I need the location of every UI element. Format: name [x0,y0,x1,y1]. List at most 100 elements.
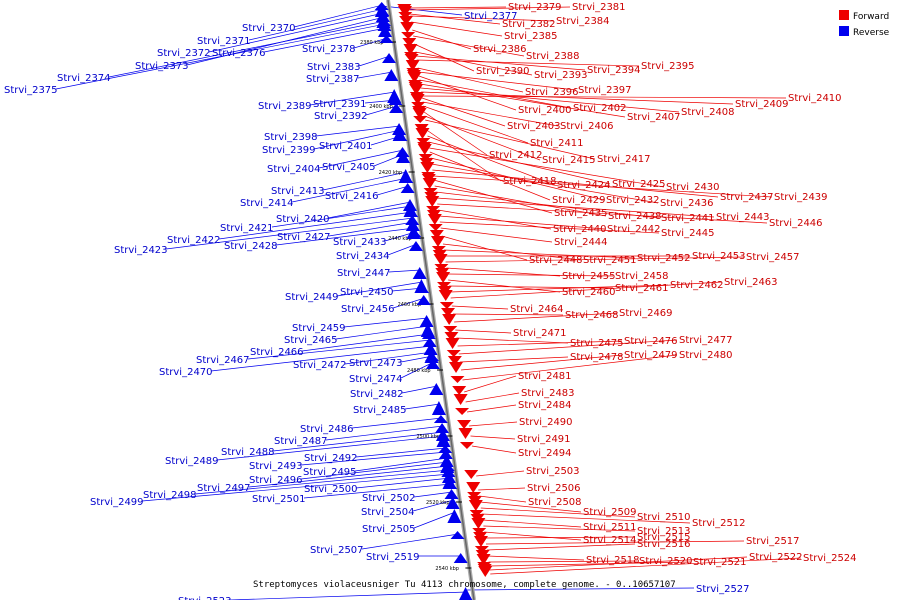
reverse-gene-label[interactable]: Strvi_2433 [333,237,387,248]
forward-gene-label[interactable]: Strvi_2469 [619,308,673,319]
reverse-gene-label[interactable]: Strvi_2404 [267,164,321,175]
reverse-gene-label[interactable]: Strvi_2401 [319,141,373,152]
forward-gene-label[interactable]: Strvi_2480 [679,350,733,361]
forward-gene-label[interactable]: Strvi_2409 [735,99,789,110]
forward-gene-label[interactable]: Strvi_2429 [552,195,606,206]
reverse-gene-label[interactable]: Strvi_2447 [337,268,391,279]
reverse-gene-label[interactable]: Strvi_2465 [284,335,338,346]
reverse-gene-label[interactable]: Strvi_2474 [349,374,403,385]
reverse-gene-label[interactable]: Strvi_2499 [90,497,144,508]
reverse-gene-label[interactable]: Strvi_2502 [362,493,416,504]
reverse-gene-label[interactable]: Strvi_2500 [304,484,358,495]
forward-gene-label[interactable]: Strvi_2390 [476,66,530,77]
forward-gene-label[interactable]: Strvi_2397 [578,85,632,96]
forward-gene-label[interactable]: Strvi_2441 [661,213,715,224]
forward-gene-label[interactable]: Strvi_2514 [583,535,637,546]
reverse-gene-label[interactable]: Strvi_2497 [197,483,251,494]
forward-gene-label[interactable]: Strvi_2406 [560,121,614,132]
forward-gene-label[interactable]: Strvi_2443 [716,212,770,223]
reverse-gene-label[interactable]: Strvi_2414 [240,198,294,209]
reverse-gene-label[interactable]: Strvi_2456 [341,304,395,315]
forward-gene-label[interactable]: Strvi_2407 [627,112,681,123]
reverse-gene-label[interactable]: Strvi_2527 [696,584,750,595]
forward-gene-label[interactable]: Strvi_2437 [720,192,774,203]
reverse-gene-label[interactable]: Strvi_2519 [366,552,420,563]
reverse-gene-label[interactable]: Strvi_2459 [292,323,346,334]
reverse-gene-label[interactable]: Strvi_2392 [314,111,368,122]
forward-gene-label[interactable]: Strvi_2458 [615,271,669,282]
forward-gene-label[interactable]: Strvi_2468 [565,310,619,321]
reverse-gene-label[interactable]: Strvi_2428 [224,241,278,252]
forward-gene-label[interactable]: Strvi_2439 [774,192,828,203]
reverse-gene-label[interactable]: Strvi_2413 [271,186,325,197]
forward-gene-label[interactable]: Strvi_2457 [746,252,800,263]
forward-gene-label[interactable]: Strvi_2396 [525,87,579,98]
reverse-gene-label[interactable]: Strvi_2496 [249,475,303,486]
forward-gene-labels[interactable]: Strvi_2379 Strvi_2381 Strvi_2382 Strvi_2384… [473,2,857,568]
reverse-gene-label[interactable]: Strvi_2434 [336,251,390,262]
reverse-gene-label[interactable]: Strvi_2495 [303,467,357,478]
forward-gene-label[interactable]: Strvi_2451 [583,255,637,266]
reverse-gene-label[interactable]: Strvi_2504 [361,507,415,518]
forward-gene-label[interactable]: Strvi_2386 [473,44,527,55]
forward-gene-label[interactable]: Strvi_2511 [583,522,637,533]
reverse-gene-label[interactable]: Strvi_2470 [159,367,213,378]
reverse-gene-label[interactable]: Strvi_2391 [313,99,367,110]
reverse-gene-label[interactable]: Strvi_2421 [220,223,274,234]
reverse-gene-label[interactable]: Strvi_2389 [258,101,312,112]
forward-gene-label[interactable]: Strvi_2445 [661,228,715,239]
reverse-gene-label[interactable]: Strvi_2505 [362,524,416,535]
forward-gene-label[interactable]: Strvi_2448 [529,255,583,266]
forward-gene-label[interactable]: Strvi_2438 [608,211,662,222]
forward-gene-label[interactable]: Strvi_2483 [521,388,575,399]
reverse-gene-label[interactable]: Strvi_2378 [302,44,356,55]
forward-gene-label[interactable]: Strvi_2388 [526,51,580,62]
reverse-gene-label[interactable]: Strvi_2473 [349,358,403,369]
forward-gene-label[interactable]: Strvi_2440 [553,224,607,235]
reverse-gene-label[interactable]: Strvi_2376 [212,48,266,59]
reverse-gene-label[interactable]: Strvi_2383 [307,62,361,73]
reverse-gene-label[interactable]: Strvi_2486 [300,424,354,435]
reverse-gene-label[interactable]: Strvi_2372 [157,48,211,59]
forward-gene-label[interactable]: Strvi_2520 [639,556,693,567]
reverse-gene-label[interactable]: Strvi_2370 [242,23,296,34]
forward-gene-label[interactable]: Strvi_2417 [597,154,651,165]
forward-gene-label[interactable]: Strvi_2475 [570,338,624,349]
reverse-gene-label[interactable]: Strvi_2498 [143,490,197,501]
reverse-gene-label[interactable]: Strvi_2387 [306,74,360,85]
forward-gene-label[interactable]: Strvi_2484 [518,400,572,411]
forward-gene-label[interactable]: Strvi_2424 [557,180,611,191]
forward-gene-label[interactable]: Strvi_2464 [510,304,564,315]
forward-gene-label[interactable]: Strvi_2411 [530,138,584,149]
forward-gene-label[interactable]: Strvi_2382 [502,19,556,30]
forward-gene-label[interactable]: Strvi_2425 [612,179,666,190]
forward-gene-label[interactable]: Strvi_2494 [518,448,572,459]
forward-gene-label[interactable]: Strvi_2453 [692,251,746,262]
forward-gene-label[interactable]: Strvi_2435 [554,208,608,219]
forward-gene-label[interactable]: Strvi_2400 [518,105,572,116]
forward-gene-label[interactable]: Strvi_2476 [624,336,678,347]
reverse-gene-label[interactable]: Strvi_2472 [293,360,347,371]
forward-gene-label[interactable]: Strvi_2478 [570,352,624,363]
forward-gene-label[interactable]: Strvi_2393 [534,70,588,81]
forward-gene-label[interactable]: Strvi_2508 [528,497,582,508]
forward-gene-label[interactable]: Strvi_2384 [556,16,610,27]
reverse-gene-label[interactable]: Strvi_2507 [310,545,364,556]
reverse-gene-label[interactable]: Strvi_2427 [277,232,331,243]
forward-gene-label[interactable]: Strvi_2452 [637,253,691,264]
forward-gene-label[interactable]: Strvi_2385 [504,31,558,42]
reverse-gene-label[interactable]: Strvi_2449 [285,292,339,303]
forward-gene-label[interactable]: Strvi_2490 [519,417,573,428]
forward-gene-label[interactable]: Strvi_2444 [554,237,608,248]
reverse-gene-label[interactable]: Strvi_2423 [114,245,168,256]
forward-gene-label[interactable]: Strvi_2379 [508,2,562,13]
forward-gene-label[interactable]: Strvi_2395 [641,61,695,72]
reverse-gene-label[interactable]: Strvi_2398 [264,132,318,143]
forward-gene-label[interactable]: Strvi_2463 [724,277,778,288]
reverse-gene-label[interactable]: Strvi_2485 [353,405,407,416]
reverse-gene-label[interactable]: Strvi_2493 [249,461,303,472]
forward-gene-label[interactable]: Strvi_2461 [615,283,669,294]
forward-gene-label[interactable]: Strvi_2402 [573,103,627,114]
forward-gene-label[interactable]: Strvi_2512 [692,518,746,529]
forward-gene-label[interactable]: Strvi_2430 [666,182,720,193]
